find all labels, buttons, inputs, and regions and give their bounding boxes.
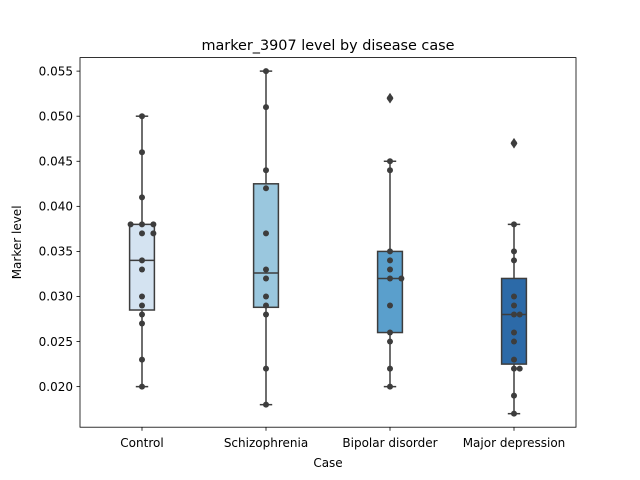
y-axis-label: Marker level: [10, 205, 24, 279]
swarm-point: [511, 140, 517, 147]
swarm-point: [150, 221, 157, 228]
swarm-point: [263, 68, 269, 75]
box-series: [128, 70, 528, 415]
swarm-point: [387, 167, 393, 174]
swarm-point: [511, 410, 517, 417]
swarm-point: [387, 248, 393, 255]
swarm-point: [516, 365, 523, 372]
y-tick-label: 0.045: [39, 154, 73, 168]
x-tick-label: Schizophrenia: [224, 436, 308, 450]
chart-title: marker_3907 level by disease case: [201, 38, 454, 54]
swarm-point: [511, 221, 517, 228]
y-tick-label: 0.050: [39, 109, 73, 123]
swarm-point: [139, 311, 145, 318]
swarm-point: [263, 230, 269, 237]
y-tick-label: 0.025: [39, 335, 73, 349]
swarm-point: [263, 302, 269, 309]
swarm-point: [139, 356, 145, 363]
swarm-point: [139, 149, 145, 156]
swarm-point: [139, 320, 145, 327]
y-tick-label: 0.040: [39, 200, 73, 214]
swarm-point: [263, 311, 269, 318]
swarm-point: [263, 401, 269, 408]
swarm-point: [139, 257, 145, 264]
plot-frame: [79, 57, 577, 428]
swarm-point: [139, 293, 145, 300]
swarm-point: [511, 329, 517, 336]
y-tick-label: 0.055: [39, 64, 73, 78]
swarm-points: [127, 68, 523, 417]
x-axis-label: Case: [313, 456, 342, 470]
swarm-point: [516, 311, 523, 318]
swarm-point: [511, 257, 517, 264]
swarm-point: [387, 302, 393, 309]
swarm-point: [398, 275, 405, 282]
swarm-point: [387, 275, 393, 282]
swarm-point: [139, 113, 145, 120]
y-axis: 0.020 0.025 0.030 0.035 0.040 0.045 0.050 0.055: [39, 64, 80, 394]
swarm-point: [263, 293, 269, 300]
y-tick-label: 0.030: [39, 290, 73, 304]
box-schizophrenia: [252, 183, 280, 309]
swarm-point: [139, 266, 145, 273]
swarm-point: [511, 311, 517, 318]
swarm-point: [511, 248, 517, 255]
swarm-point: [263, 365, 269, 372]
swarm-point: [511, 338, 517, 345]
x-tick-label: Major depression: [463, 436, 566, 450]
y-tick-label: 0.020: [39, 380, 73, 394]
swarm-point: [139, 302, 145, 309]
swarm-point: [387, 329, 393, 336]
swarm-point: [387, 365, 393, 372]
swarm-point: [263, 104, 269, 111]
swarm-point: [387, 383, 393, 390]
swarm-point: [139, 230, 145, 237]
swarm-point: [387, 95, 393, 102]
x-tick-label: Bipolar disorder: [342, 436, 437, 450]
swarm-point: [387, 257, 393, 264]
swarm-point: [263, 275, 269, 282]
swarm-point: [127, 221, 134, 228]
x-tick-label: Control: [120, 436, 163, 450]
swarm-point: [139, 221, 145, 228]
swarm-point: [139, 194, 145, 201]
swarm-point: [263, 185, 269, 192]
plot-area: [80, 57, 576, 428]
box-bipolar-disorder: [376, 250, 404, 334]
swarm-point: [387, 158, 393, 165]
box-major-depression: [500, 277, 528, 365]
y-tick-label: 0.035: [39, 245, 73, 259]
swarm-point: [511, 356, 517, 363]
swarm-point: [139, 383, 145, 390]
swarm-point: [511, 392, 517, 399]
swarm-point: [511, 365, 517, 372]
swarm-point: [511, 302, 517, 309]
swarm-point: [511, 293, 517, 300]
swarm-point: [263, 266, 269, 273]
swarm-point: [387, 338, 393, 345]
swarm-point: [150, 230, 157, 237]
x-axis: Control Schizophrenia Bipolar disorder Majo…: [120, 427, 565, 450]
swarm-point: [263, 167, 269, 174]
swarm-point: [387, 266, 393, 273]
